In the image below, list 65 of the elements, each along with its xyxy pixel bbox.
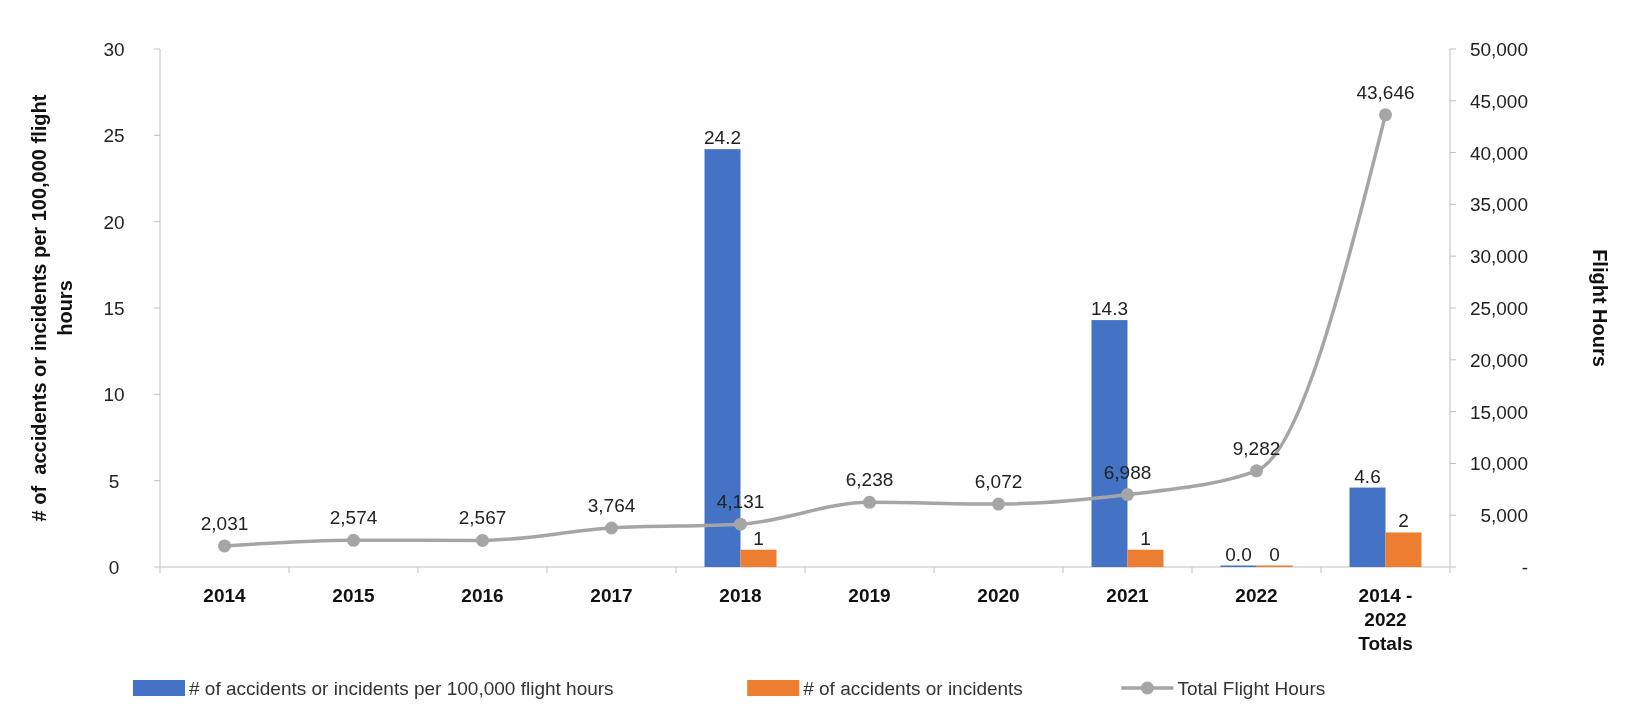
x-tick-label: 2015: [332, 585, 376, 606]
bar: [740, 549, 777, 567]
legend-label: # of accidents or incidents: [803, 678, 1023, 699]
data-label: 2: [1398, 510, 1409, 532]
bar: [1385, 532, 1422, 567]
y-tick-label: 10: [103, 384, 125, 406]
data-label: 2,031: [200, 512, 249, 534]
y2-tick-label: 40,000: [1469, 142, 1528, 164]
data-label: 1: [753, 527, 764, 549]
y2-tick-label: -: [1521, 557, 1528, 578]
bar: [1349, 487, 1386, 567]
point: [1121, 488, 1134, 502]
point: [734, 517, 747, 531]
data-label: 9,282: [1232, 437, 1281, 459]
legend-label: # of accidents or incidents per 100,000 flight hours: [189, 678, 614, 699]
y2-tick-label: 5,000: [1480, 505, 1528, 527]
y2-tick-label: 45,000: [1469, 90, 1528, 112]
data-label: 43,646: [1356, 81, 1415, 103]
y-tick-label: 15: [103, 298, 125, 319]
data-label: 0: [1269, 543, 1280, 565]
y2-tick-label: 10,000: [1469, 453, 1528, 475]
data-label: 1: [1140, 527, 1151, 549]
point: [218, 539, 231, 553]
data-label: 4,131: [716, 491, 765, 513]
y2-tick-label: 30,000: [1469, 246, 1528, 268]
x-tick-label: 2014 - 2022 Totals: [1358, 585, 1413, 654]
y2-tick-label: 35,000: [1469, 194, 1528, 216]
point: [347, 533, 360, 547]
y2-axis-title: Flight Hours: [1589, 249, 1611, 367]
data-label: 0.0: [1225, 543, 1252, 565]
x-tick-label: 2020: [977, 585, 1020, 606]
y-tick-label: 20: [103, 211, 125, 233]
y-tick-label: 5: [108, 470, 120, 492]
point: [863, 495, 876, 509]
data-label: 6,988: [1103, 461, 1152, 483]
y-axis-title: # of accidents or incidents per 100,000 flight hours: [28, 94, 76, 522]
point: [1250, 464, 1263, 478]
point: [1379, 108, 1392, 122]
x-tick-label: 2017: [590, 585, 633, 606]
y2-tick-label: 50,000: [1469, 39, 1528, 60]
y2-tick-label: 15,000: [1469, 401, 1528, 423]
data-label: 6,238: [845, 469, 894, 491]
y2-tick-label: 20,000: [1469, 349, 1528, 371]
x-tick-label: 2021: [1106, 585, 1150, 606]
data-label: 24.2: [704, 127, 741, 149]
data-label: 6,072: [974, 471, 1023, 493]
bar: [1127, 549, 1164, 567]
y2-tick-label: 25,000: [1469, 298, 1528, 319]
y-tick-label: 25: [103, 125, 125, 147]
data-label: 2,574: [329, 507, 378, 529]
x-tick-label: 2022: [1235, 585, 1278, 606]
x-tick-label: 2016: [461, 585, 504, 606]
point: [476, 533, 489, 547]
legend-label: Total Flight Hours: [1177, 678, 1326, 699]
point: [605, 521, 618, 535]
x-tick-label: 2018: [719, 585, 762, 606]
y-tick-label: 30: [103, 39, 125, 60]
data-label: 2,567: [458, 507, 507, 529]
y-tick-label: 0: [108, 557, 120, 578]
data-label: 14.3: [1091, 298, 1128, 320]
x-tick-label: 2014: [203, 585, 247, 606]
point: [992, 497, 1005, 511]
data-label: 4.6: [1354, 465, 1381, 487]
x-tick-label: 2019: [848, 585, 891, 606]
data-label: 3,764: [587, 495, 636, 517]
